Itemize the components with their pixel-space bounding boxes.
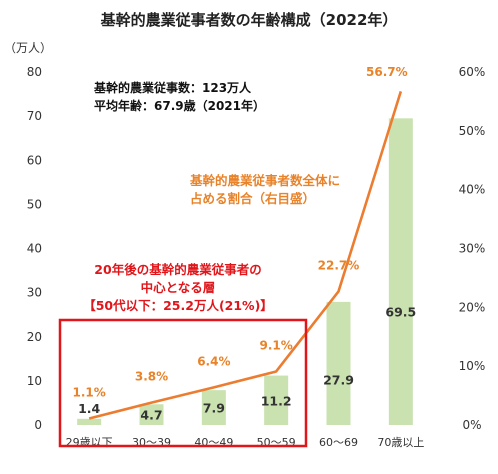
share-value-label: 1.1% [73,386,106,400]
right-axis-tick: 40% [459,183,486,197]
bar-value-label: 1.4 [78,401,100,416]
bar-series [77,118,413,426]
bar [264,375,289,425]
bar [139,404,164,425]
left-axis-tick: 10 [27,374,42,388]
category-label: 70歳以上 [377,436,424,449]
left-axis-unit: （万人） [4,41,52,55]
highlight-annotation-3: 【50代以下：25.2万人(21%)】 [83,298,273,313]
bar-value-label: 11.2 [261,393,292,408]
line-annotation-2: 占める割合（右目盛） [190,191,315,206]
bar [201,390,226,425]
right-axis-tick: 30% [459,242,486,256]
left-axis-tick: 80 [27,65,42,79]
left-axis-ticks: 0 10 20 30 40 50 60 70 80 [27,65,42,432]
left-axis-tick: 40 [27,242,42,256]
highlight-annotation-2: 中心となる層 [141,280,216,295]
share-value-label: 3.8% [135,370,168,384]
share-value-labels: 1.1% 3.8% 6.4% 9.1% 22.7% 56.7% [73,65,408,400]
share-value-label: 22.7% [318,258,360,272]
left-axis-tick: 70 [27,109,42,123]
bar [77,418,102,425]
share-value-label: 56.7% [366,65,408,79]
highlight-annotation-1: 20年後の基幹的農業従事者の [94,262,261,277]
bar-value-label: 7.9 [203,401,225,416]
summary-line-1: 基幹的農業従事数：123万人 [93,80,252,95]
chart-title: 基幹的農業従事者数の年齢構成（2022年） [100,11,398,29]
left-axis-tick: 50 [27,197,42,211]
bar [326,301,351,425]
share-value-label: 9.1% [260,338,293,352]
right-axis-tick: 0% [462,418,481,432]
right-axis-tick: 50% [459,124,486,138]
share-value-label: 6.4% [197,354,230,368]
left-axis-tick: 60 [27,153,42,167]
share-line [88,91,403,420]
left-axis-tick: 20 [27,330,42,344]
left-axis-tick: 30 [27,286,42,300]
summary-line-2: 平均年齢：67.9歳（2021年） [94,98,265,113]
line-annotation-1: 基幹的農業従事者数全体に [189,173,340,188]
share-line-series [88,91,403,420]
bar-value-label: 69.5 [385,305,416,320]
right-axis-tick: 60% [459,65,486,79]
highlight-box [58,318,308,448]
category-label: 60～69 [319,436,358,449]
bar [388,118,413,426]
bar-value-labels: 1.4 4.7 7.9 11.2 27.9 69.5 [78,305,416,423]
right-axis-tick: 20% [459,300,486,314]
left-axis-tick: 0 [34,418,42,432]
bar-value-label: 4.7 [140,408,162,423]
right-axis-tick: 10% [459,359,486,373]
bar-value-label: 27.9 [323,372,354,387]
right-axis-ticks: 0% 10% 20% 30% 40% 50% 60% [459,65,486,432]
